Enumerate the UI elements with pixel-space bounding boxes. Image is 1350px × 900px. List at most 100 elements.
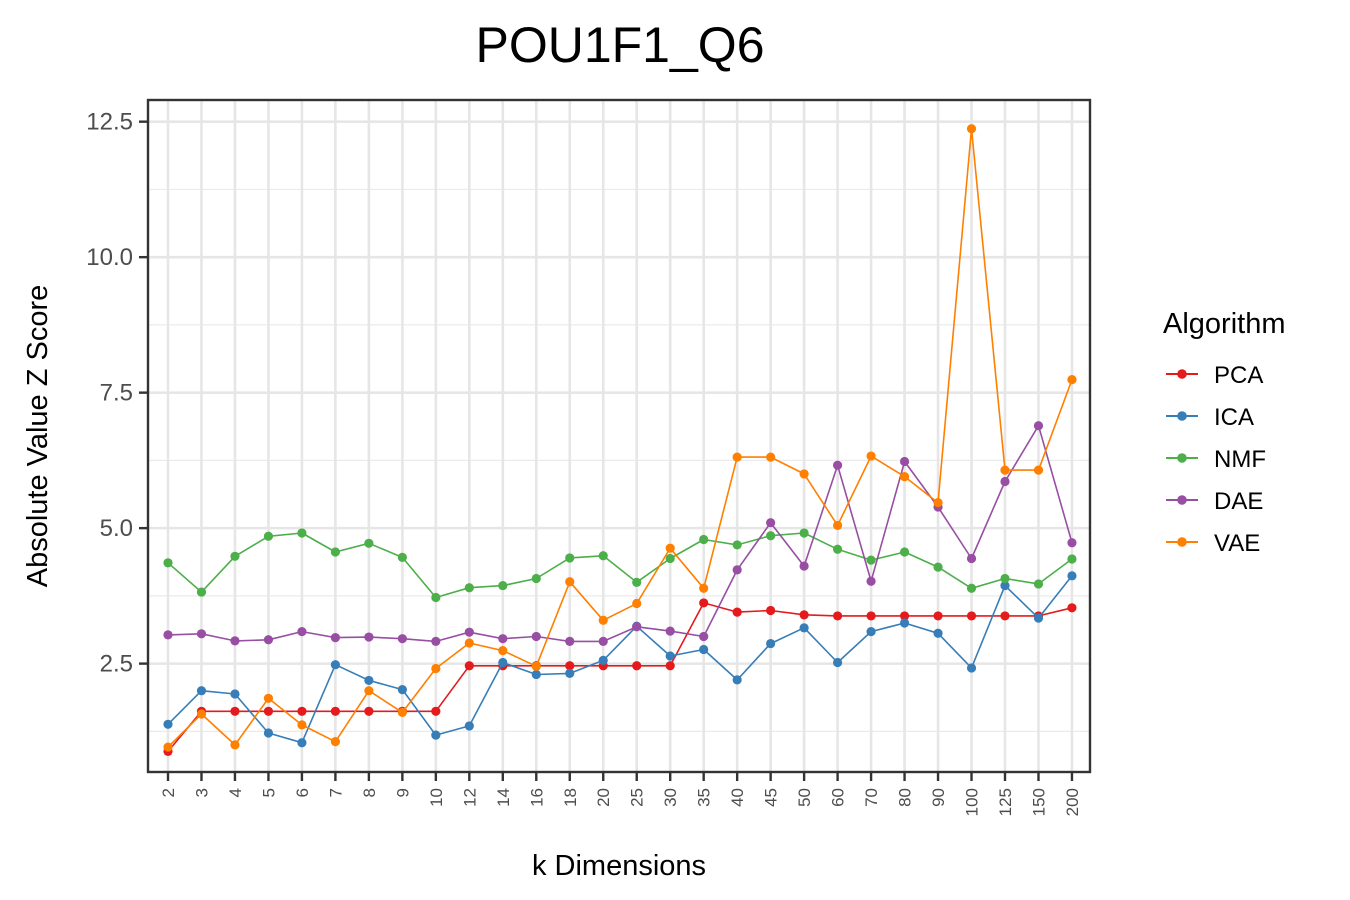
dae-line xyxy=(167,424,1073,643)
x-tick-label: 7 xyxy=(326,788,345,797)
dae-point xyxy=(431,636,441,646)
pca-point xyxy=(565,661,575,671)
x-tick-label: 60 xyxy=(829,788,848,807)
vae-point xyxy=(498,646,508,656)
nmf-point xyxy=(531,573,541,584)
nmf-point xyxy=(230,551,240,561)
x-axis: 2 3 4 5 6 7 8 9 10 12 14 16 18 20 25 30 35 40 45 50 60 70 80 90… xyxy=(159,772,1082,816)
legend-title: Algorithm xyxy=(1163,308,1286,340)
vae-point xyxy=(899,472,910,482)
nmf-point xyxy=(163,558,173,568)
pca-point xyxy=(933,611,943,621)
y-tick-label: 2.5 xyxy=(100,651,133,678)
pca-point xyxy=(1000,611,1010,621)
x-tick-label: 50 xyxy=(795,788,814,807)
ica-point xyxy=(565,668,575,678)
nmf-point xyxy=(766,531,776,541)
ica-point xyxy=(263,728,274,738)
ica-point xyxy=(665,651,675,661)
x-tick-label: 200 xyxy=(1063,788,1082,816)
dae-point xyxy=(531,631,541,642)
nmf-point xyxy=(1000,573,1010,584)
x-tick-label: 35 xyxy=(695,788,714,807)
legend-key-point xyxy=(1177,537,1187,547)
x-tick-label: 100 xyxy=(963,788,982,816)
dae-point xyxy=(799,561,809,571)
legend-item-vae: VAE xyxy=(1166,530,1260,557)
ica-point xyxy=(196,686,207,696)
vae-point xyxy=(196,709,207,719)
ica-point xyxy=(1067,571,1077,581)
x-tick-label: 12 xyxy=(460,788,479,807)
nmf-point xyxy=(665,553,675,564)
pca-line xyxy=(167,602,1073,752)
ica-point xyxy=(1033,613,1044,623)
nmf-point xyxy=(431,592,441,603)
y-tick-label: 7.5 xyxy=(100,380,133,407)
dae-point xyxy=(1067,538,1077,548)
y-tick-label: 5.0 xyxy=(100,515,133,542)
legend-label: PCA xyxy=(1214,362,1263,389)
x-tick-label: 14 xyxy=(494,788,513,807)
ica-point xyxy=(1000,580,1010,591)
pca-point xyxy=(364,706,374,716)
vae-point xyxy=(163,742,173,752)
nmf-point xyxy=(732,540,742,550)
nmf-point xyxy=(397,552,407,562)
y-tick-label: 12.5 xyxy=(86,109,133,136)
y-axis-title: Absolute Value Z Score xyxy=(22,285,54,588)
x-tick-label: 20 xyxy=(594,788,613,807)
nmf-point xyxy=(933,562,943,572)
y-axis: 2.5 5.0 7.5 10.0 12.5 xyxy=(86,109,148,678)
dae-point xyxy=(598,636,608,646)
vae-point xyxy=(966,124,977,134)
vae-point xyxy=(598,615,608,625)
nmf-point xyxy=(196,587,207,597)
dae-point xyxy=(1000,476,1010,487)
pca-point xyxy=(799,610,809,620)
ica-point xyxy=(799,623,809,633)
x-tick-label: 2 xyxy=(159,788,178,797)
nmf-point xyxy=(699,534,709,545)
dae-point xyxy=(1033,421,1044,431)
vae-point xyxy=(297,720,307,730)
legend-label: DAE xyxy=(1214,488,1263,515)
ica-point xyxy=(699,644,709,655)
vae-point xyxy=(531,661,541,671)
series-nmf xyxy=(163,528,1077,603)
dae-point xyxy=(330,633,340,643)
series-dae xyxy=(163,421,1077,646)
ica-point xyxy=(163,719,173,729)
dae-point xyxy=(297,627,307,637)
ica-point xyxy=(498,657,508,668)
plot-border xyxy=(146,98,1092,774)
legend-label: NMF xyxy=(1214,446,1266,473)
nmf-point xyxy=(799,528,809,538)
vae-point xyxy=(1067,375,1077,385)
dae-point xyxy=(263,635,274,645)
nmf-point xyxy=(364,538,374,548)
x-tick-label: 3 xyxy=(192,788,211,797)
vae-point xyxy=(799,469,809,479)
dae-point xyxy=(632,622,642,632)
series-ica xyxy=(163,571,1077,748)
pca-point xyxy=(732,607,742,617)
ica-point xyxy=(364,675,374,686)
x-tick-label: 25 xyxy=(628,788,647,807)
dae-point xyxy=(163,630,173,640)
chart-title: POU1F1_Q6 xyxy=(475,17,764,73)
dae-point xyxy=(364,632,374,642)
vae-point xyxy=(632,598,642,609)
pca-point xyxy=(263,706,274,716)
x-tick-label: 30 xyxy=(661,788,680,807)
x-tick-label: 125 xyxy=(996,788,1015,816)
pca-point xyxy=(297,706,307,716)
vae-point xyxy=(866,451,876,461)
nmf-point xyxy=(498,580,508,591)
x-axis-title: k Dimensions xyxy=(532,850,706,882)
pca-point xyxy=(665,661,675,671)
x-tick-label: 70 xyxy=(862,788,881,807)
pca-point xyxy=(230,706,240,716)
dae-point xyxy=(397,634,407,644)
